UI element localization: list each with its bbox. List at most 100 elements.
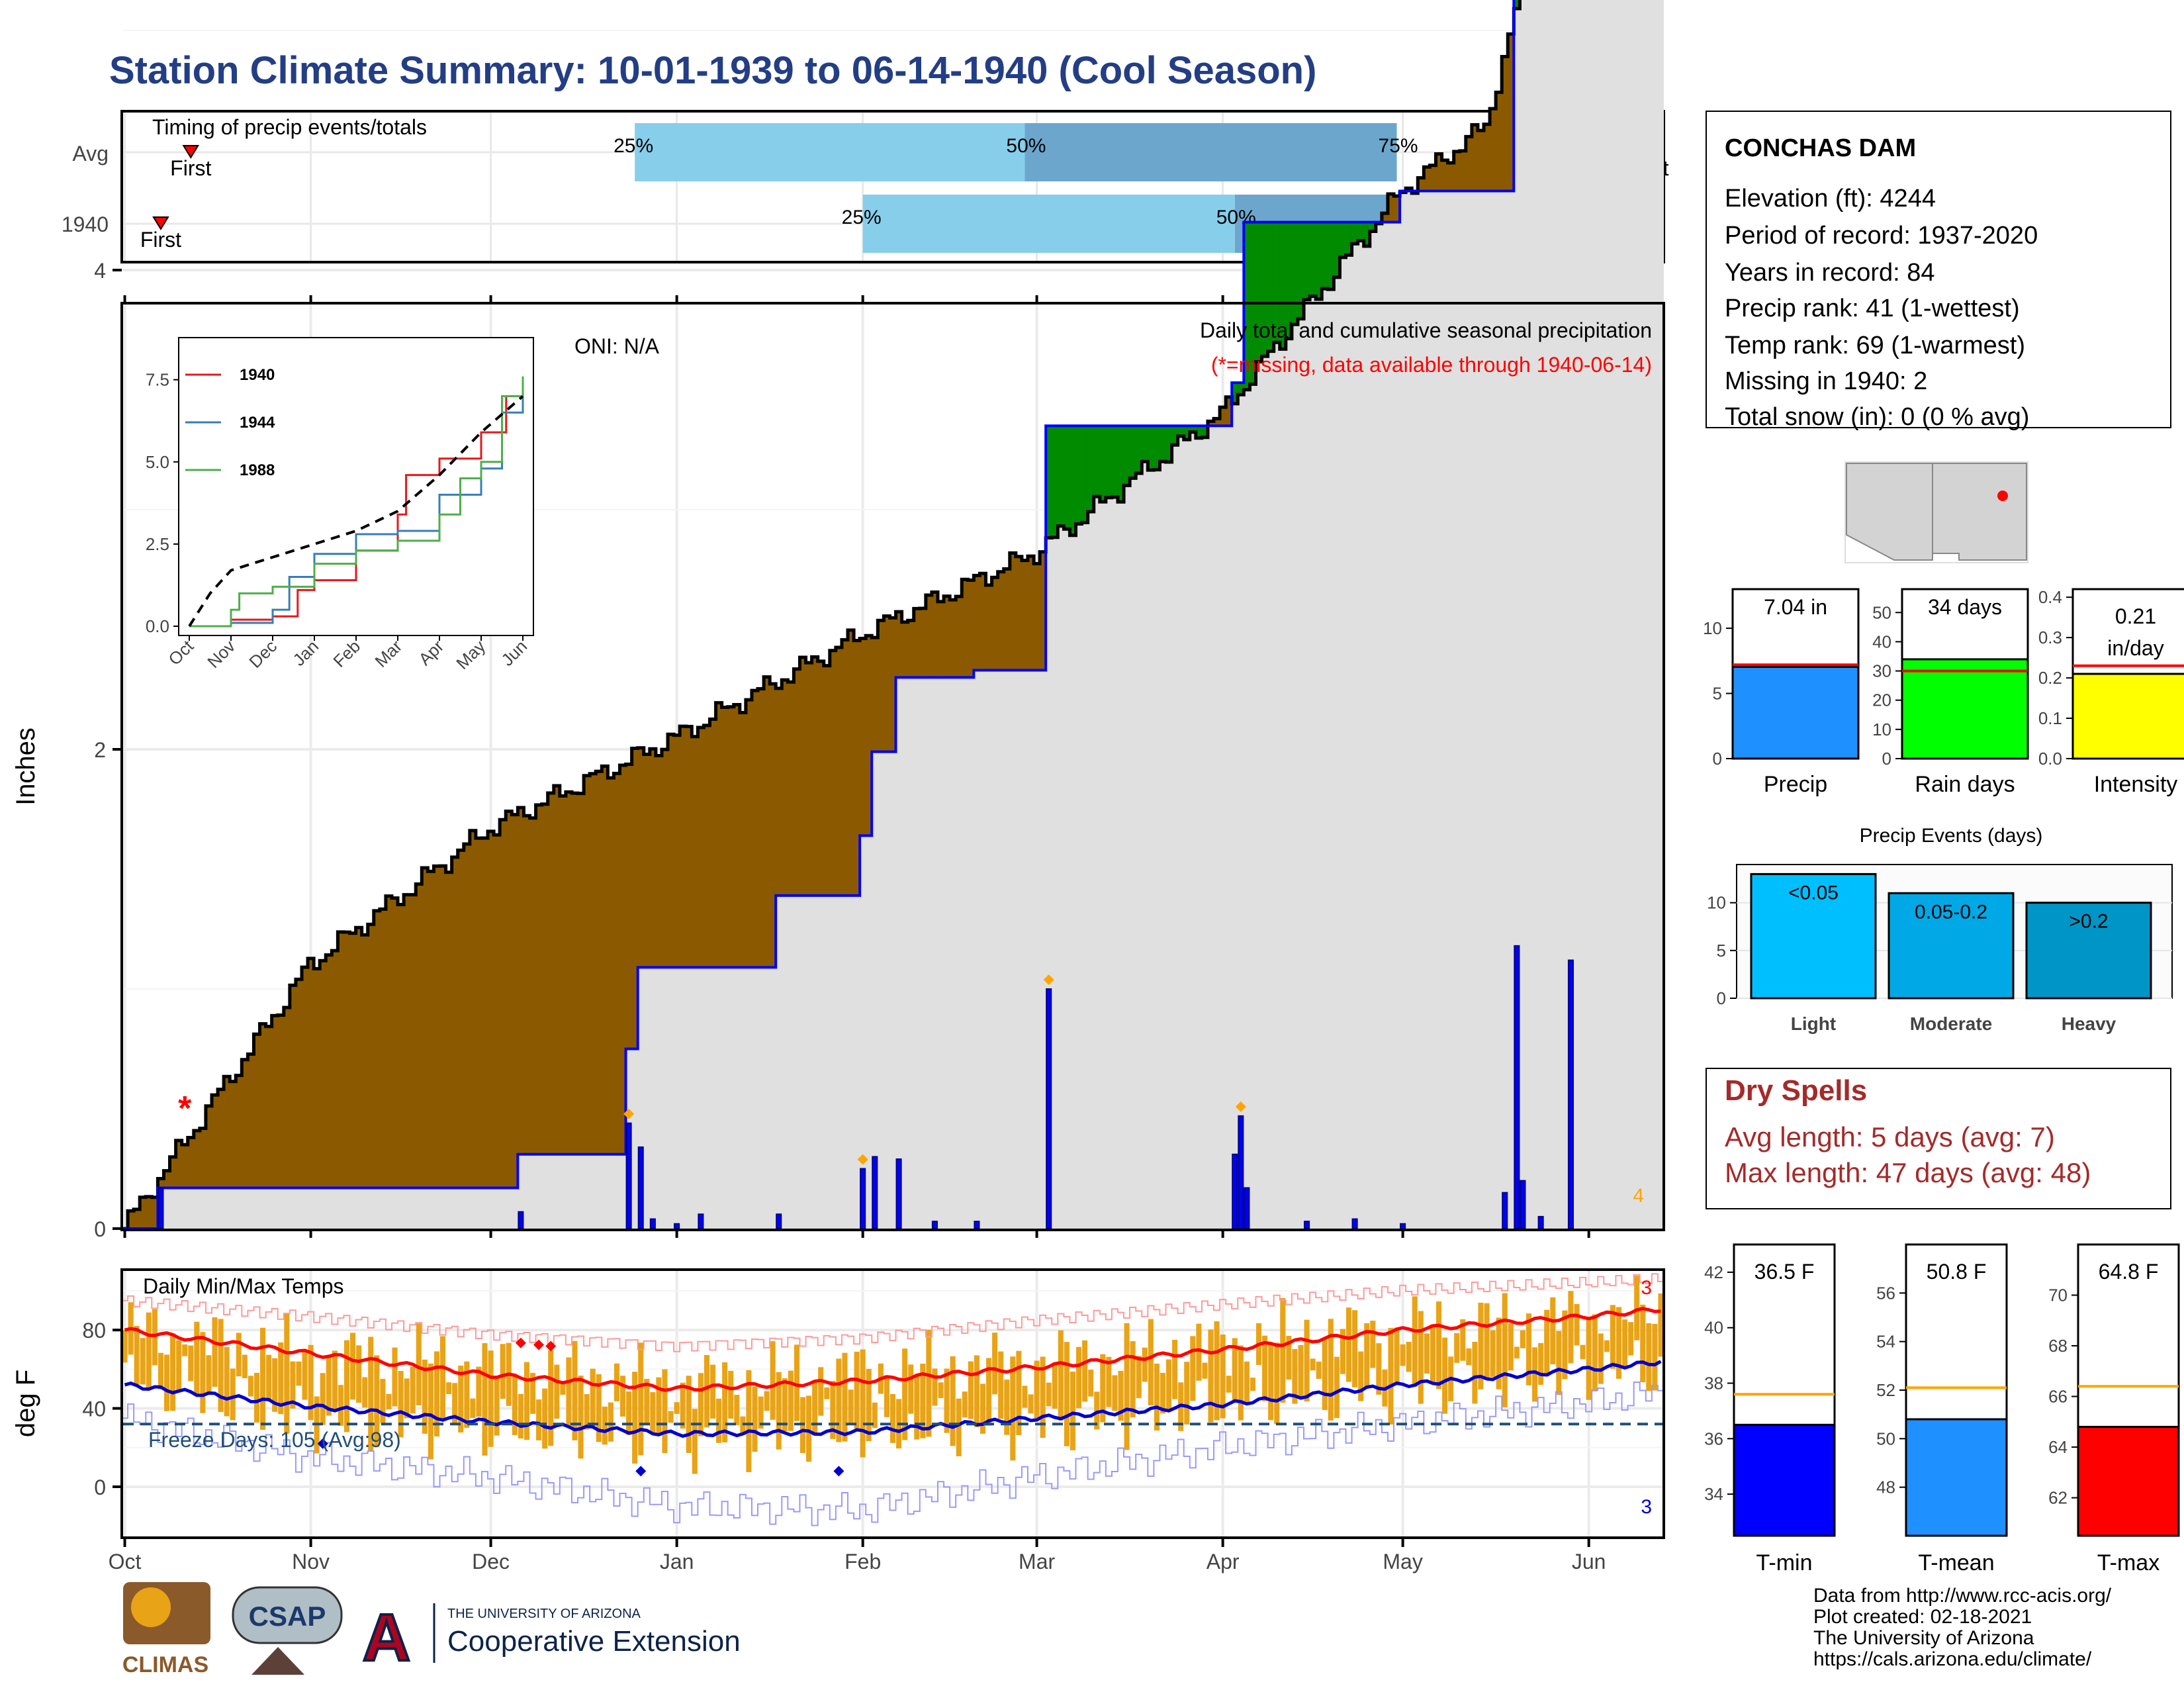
precip-deficit-band — [553, 785, 561, 1154]
daily-temp-bar — [1646, 1323, 1652, 1391]
dry-spells-title: Dry Spells — [1725, 1074, 1867, 1107]
precip-deficit-band — [884, 616, 891, 752]
daily-precip-bar — [649, 1218, 656, 1230]
precip-deficit-band — [385, 896, 392, 1188]
precip-deficit-band — [614, 773, 621, 1154]
inset-frame — [178, 337, 534, 636]
daily-temp-bar — [253, 1372, 260, 1423]
precip-deficit-band — [727, 706, 735, 968]
temp-bar-t-min — [1733, 1423, 1836, 1537]
daily-temp-bar — [386, 1393, 392, 1409]
daily-temp-bar — [992, 1333, 998, 1395]
precip-panel-frame — [120, 302, 1665, 1231]
daily-temp-bar — [1502, 1293, 1508, 1407]
temp-bar-label: T-min — [1756, 1550, 1813, 1575]
precip-surplus-band — [1111, 426, 1118, 497]
precip-deficit-band — [788, 682, 795, 896]
precip-deficit-band — [187, 1137, 195, 1188]
daily-temp-bar — [1088, 1370, 1094, 1397]
daily-temp-bar — [1562, 1310, 1568, 1380]
mini-bar-value-text: 7.04 in — [1764, 595, 1827, 619]
daily-temp-bar — [884, 1375, 889, 1417]
daily-temp-bar — [1136, 1356, 1142, 1399]
precip-surplus-band — [1148, 426, 1154, 471]
precip-deficit-band — [979, 573, 987, 671]
precip-deficit-band — [146, 1196, 152, 1229]
daily-temp-bar — [1604, 1340, 1610, 1352]
credit-data-source: Data from http://www.rcc-acis.org/ — [1813, 1585, 2112, 1607]
precip-deficit-band — [332, 951, 338, 1188]
daily-temp-bar — [542, 1388, 548, 1449]
mini-bar-y-tick-label: 0.3 — [2038, 628, 2062, 647]
inset-line-1988 — [189, 376, 524, 628]
daily-temp-bar — [1586, 1317, 1592, 1400]
precip-deficit-band — [404, 894, 410, 1188]
daily-temp-bar — [380, 1378, 386, 1424]
precip-deficit-band — [523, 816, 531, 1154]
precip-deficit-band — [158, 1178, 165, 1188]
station-name: CONCHAS DAM — [1725, 134, 1916, 162]
daily-temp-bar — [188, 1345, 194, 1382]
temp-x-tick-label-oct: Oct — [109, 1550, 142, 1573]
page-title: Station Climate Summary: 10-01-1939 to 0… — [109, 49, 1316, 92]
temp-bar-y-tick-label: 34 — [1704, 1484, 1723, 1504]
daily-temp-bar — [1592, 1314, 1598, 1392]
daily-temp-bar — [914, 1375, 920, 1440]
daily-temp-bar — [212, 1317, 218, 1387]
daily-temp-bar — [1394, 1327, 1400, 1385]
daily-precip-bar — [895, 1158, 902, 1230]
precip-deficit-band — [1435, 154, 1443, 191]
daily-temp-bar — [602, 1406, 608, 1445]
temp-bar-y-tick-label: 54 — [1876, 1332, 1895, 1352]
daily-temp-bar — [1292, 1348, 1298, 1404]
daily-temp-bar — [523, 1362, 529, 1440]
daily-temp-bar — [782, 1378, 788, 1432]
daily-temp-bar — [986, 1358, 992, 1426]
daily-temp-bar — [902, 1348, 908, 1440]
new-mexico-shape — [1932, 463, 2027, 561]
daily-temp-bar — [709, 1364, 716, 1419]
daily-temp-bar — [1268, 1344, 1274, 1421]
precip-surplus-band — [1255, 222, 1263, 362]
daily-temp-bar — [1010, 1356, 1016, 1461]
daily-temp-bar — [1034, 1360, 1040, 1419]
daily-temp-bar — [1525, 1313, 1532, 1385]
first-event-marker — [182, 145, 200, 159]
daily-temp-bar — [452, 1383, 458, 1425]
precip-deficit-band — [889, 618, 897, 752]
daily-temp-bar — [1328, 1319, 1334, 1421]
daily-temp-bar — [1435, 1301, 1442, 1389]
daily-temp-bar — [163, 1354, 170, 1411]
arizona-a-icon: A — [363, 1601, 410, 1675]
daily-temp-bar — [356, 1345, 362, 1403]
daily-temp-bar — [752, 1386, 758, 1452]
precip-deficit-band — [361, 935, 369, 1188]
daily-temp-bar — [692, 1409, 698, 1474]
daily-temp-bar — [1184, 1362, 1190, 1425]
precip-deficit-band — [259, 1023, 267, 1188]
first-event-label: First — [140, 228, 181, 252]
daily-temp-bar — [362, 1377, 368, 1408]
events-y-tick-label: 5 — [1717, 941, 1726, 961]
daily-temp-bar — [512, 1374, 518, 1435]
precip-deficit-band — [529, 818, 537, 1154]
precip-y-axis: 0246 — [94, 259, 122, 1241]
daily-temp-bar — [320, 1373, 326, 1425]
daily-temp-bar — [1388, 1328, 1394, 1425]
daily-temp-bar — [1244, 1361, 1250, 1404]
daily-temp-bar — [716, 1398, 722, 1443]
precip-y-tick-label: 2 — [94, 738, 106, 762]
accumulation-area — [122, 0, 1664, 1229]
inset-legend-label: 1940 — [240, 366, 275, 384]
daily-temp-bar — [1610, 1305, 1615, 1369]
daily-precip-bar — [158, 1187, 164, 1229]
precip-deficit-band — [913, 608, 921, 678]
record-low-count: 3 — [1641, 1496, 1652, 1518]
temp-bar-label: T-max — [2097, 1550, 2160, 1575]
daily-temp-bar — [290, 1361, 296, 1409]
daily-temp-bar — [722, 1362, 728, 1442]
daily-temp-bar — [1490, 1330, 1496, 1378]
precip-deficit-band — [1471, 124, 1479, 191]
